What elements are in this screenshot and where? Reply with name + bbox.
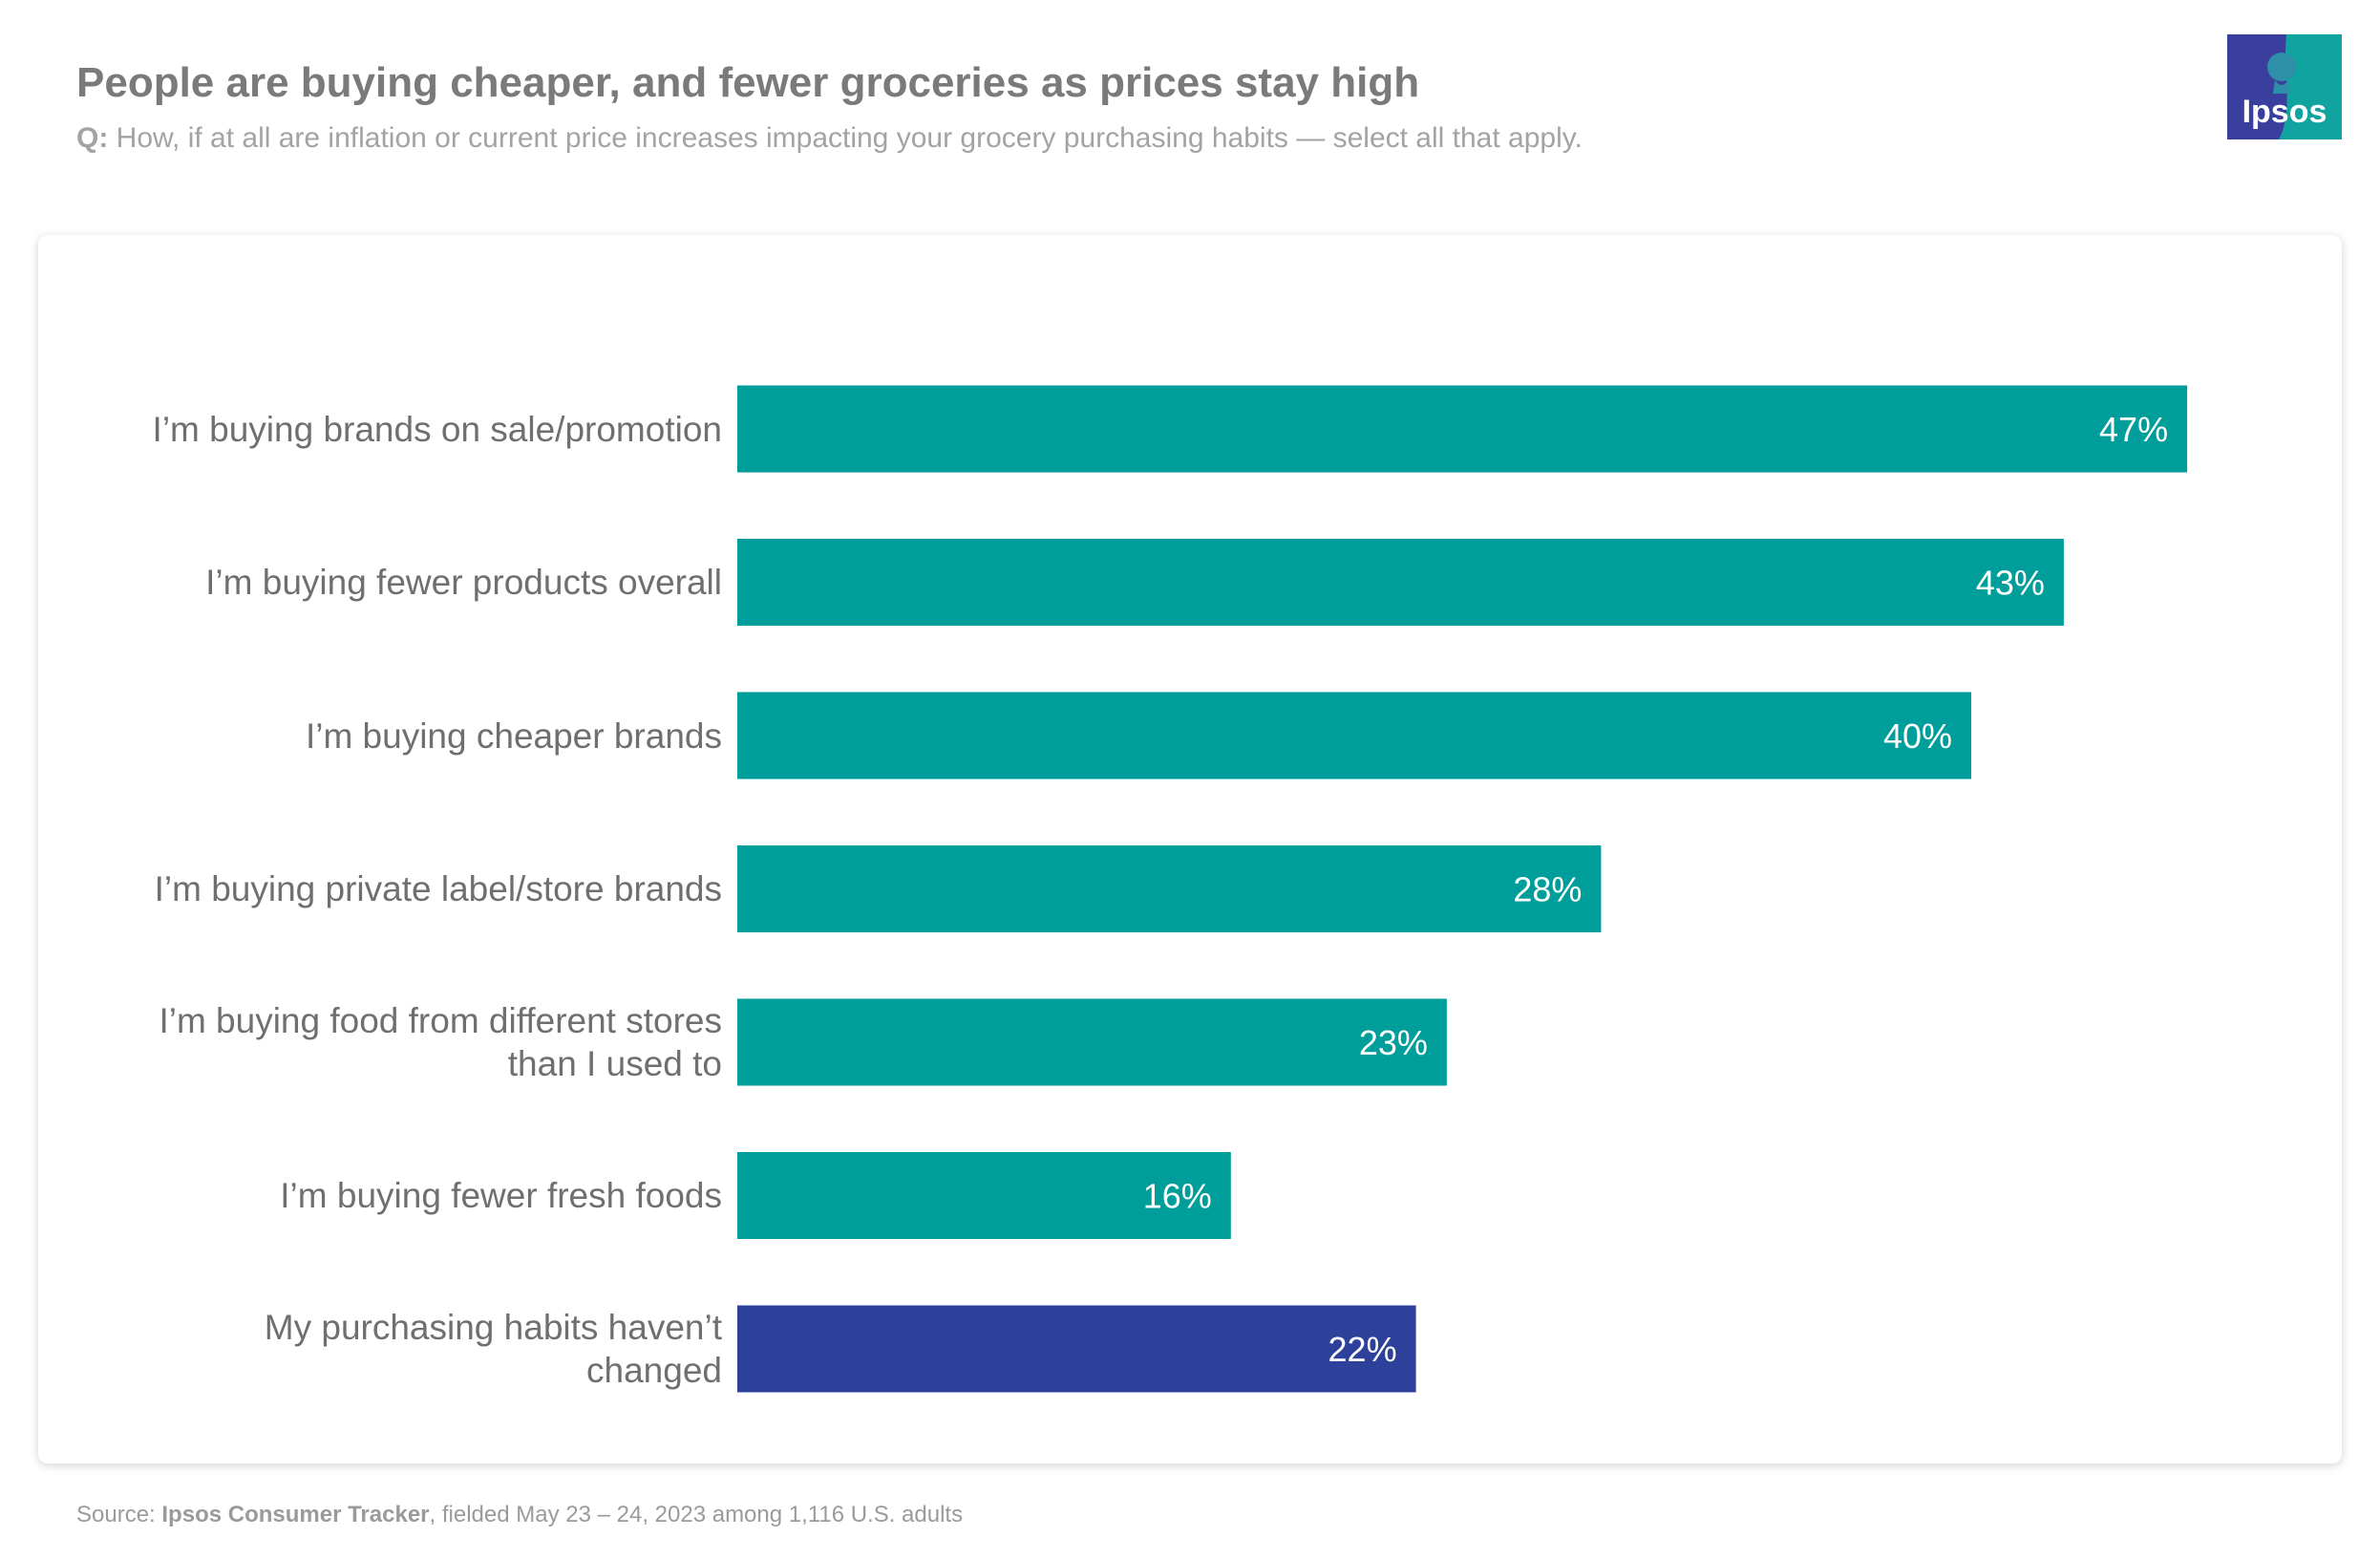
question-text: How, if at all are inflation or current … [116,122,1583,154]
bar-3 [737,692,1971,780]
bar-value-label: 40% [1883,716,1952,756]
bar-4 [737,845,1602,932]
bar-value-label: 28% [1513,870,1582,909]
category-label-line: I’m buying brands on sale/promotion [152,409,722,449]
bar-value-label: 43% [1976,564,2045,603]
category-label-line: changed [586,1351,722,1390]
chart-card: 47% 43% 40% 28% 23% 16% 22% I’m buying brands … [38,235,2342,1463]
category-label: I’m buying brands on sale/promotion [153,408,722,451]
bar-1 [737,385,2188,473]
category-label: I’m buying food from different stores tha… [159,999,722,1085]
category-label-line: I’m buying private label/store brands [154,869,722,908]
bar-7 [737,1305,1416,1393]
category-label-line: I’m buying cheaper brands [305,715,722,756]
source-note: Source: Ipsos Consumer Tracker, fielded … [76,1502,963,1528]
head-silhouette-icon [2267,53,2296,94]
bar-value-label: 16% [1143,1177,1212,1216]
category-label: I’m buying private label/store brands [155,867,722,910]
bar-value-label: 22% [1328,1330,1397,1369]
bar-chart: 47% 43% 40% 28% 23% 16% 22% [737,385,2188,1393]
bar-5 [737,998,1447,1086]
category-label: My purchasing habits haven’t changed [265,1306,722,1392]
category-label-line: I’m buying fewer products overall [205,563,722,602]
category-label-line: I’m buying fewer fresh foods [280,1176,722,1215]
category-label: I’m buying cheaper brands [306,715,722,758]
question-prefix: Q: [76,122,109,154]
chart-title: People are buying cheaper, and fewer gro… [76,59,1420,106]
source-name: Ipsos Consumer Tracker [161,1502,430,1527]
source-prefix: Source: [76,1502,162,1527]
category-label: I’m buying fewer fresh foods [280,1174,722,1217]
source-details: , fielded May 23 – 24, 2023 among 1,116 … [429,1502,964,1527]
ipsos-logo-graphic: Ipsos [2227,34,2342,139]
category-label-line: than I used to [507,1044,722,1083]
bar-6 [737,1152,1231,1239]
category-label-line: My purchasing habits haven’t [264,1308,722,1347]
logo-text: Ipsos [2242,94,2327,130]
bar-value-label: 23% [1359,1023,1428,1062]
category-label-line: I’m buying food from different stores [159,1001,722,1040]
bar-value-label: 47% [2099,410,2168,449]
category-label: I’m buying fewer products overall [205,561,722,604]
survey-question: Q: How, if at all are inflation or curre… [76,122,1583,155]
ipsos-logo: Ipsos [2227,34,2342,139]
bar-2 [737,539,2064,626]
